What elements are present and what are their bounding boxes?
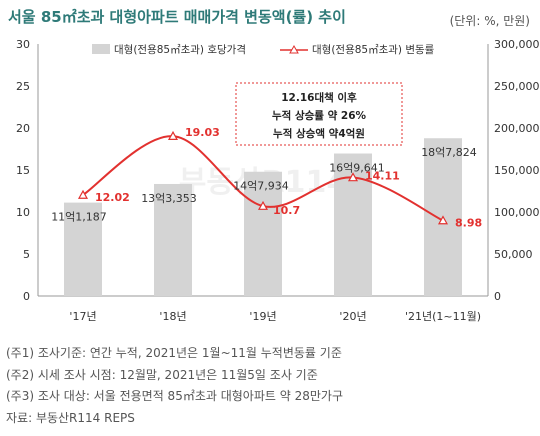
right-axis-tick-label: 150,000 [494,164,540,177]
x-axis-tick-label: '18년 [159,310,186,323]
right-axis-tick-label: 300,000 [494,38,540,51]
line-value-label: 12.02 [95,191,130,204]
right-axis-tick-label: 100,000 [494,206,540,219]
note-1: (주1) 조사기준: 연간 누적, 2021년은 1월~11월 누적변동률 기준 [6,346,342,360]
chart-title: 서울 85㎡초과 대형아파트 매매가격 변동액(률) 추이 [8,8,346,26]
annotation-line: 누적 상승액 약4억원 [273,127,365,140]
note-2: (주2) 시세 조사 시점: 12월말, 2021년은 11월5일 조사 기준 [6,367,318,382]
x-axis-tick-label: '21년(1~11월) [405,310,481,323]
left-axis-tick-label: 5 [23,248,30,261]
left-axis-tick-label: 0 [23,290,30,303]
x-axis-tick-label: '19년 [249,310,276,323]
left-axis-tick-label: 30 [16,38,30,51]
left-axis-tick-label: 25 [16,80,30,93]
line-value-label: 19.03 [185,126,220,139]
line-marker [77,189,89,199]
left-axis-tick-label: 15 [16,164,30,177]
bar [64,202,102,296]
unit-label: (단위: %, 만원) [449,14,530,28]
x-axis-tick-label: '20년 [339,310,366,323]
legend-bar-swatch [92,44,110,54]
line-value-label: 8.98 [455,217,482,230]
legend-line-marker [289,44,299,54]
legend-line-label: 대형(전용85㎡초과) 변동률 [312,44,435,56]
x-axis-tick-label: '17년 [69,310,96,323]
line-marker [437,215,449,225]
left-axis-tick-label: 20 [16,122,30,135]
bar-value-label: 18억7,824 [421,146,477,159]
line-marker [257,200,269,210]
bar [244,171,282,296]
bar-value-label: 11억1,187 [51,211,107,224]
bar-value-label: 13억3,353 [141,192,197,205]
right-axis-tick-label: 0 [494,290,501,303]
legend-bar-label: 대형(전용85㎡초과) 호당가격 [114,43,246,56]
line-value-label: 14.11 [365,169,400,182]
source-note: 자료: 부동산R114 REPS [6,410,135,425]
bar-value-label: 16억9,641 [329,162,385,175]
bar-value-label: 14억7,934 [233,180,289,193]
line-marker [347,172,359,182]
notes-section: (주1) 조사기준: 연간 누적, 2021년은 1월~11월 누적변동률 기준… [6,343,536,429]
chart-area: 부동산R114051015202530050,000100,000150,000… [0,30,540,340]
annotation-box [235,82,403,146]
annotation-line: 12.16대책 이후 [281,91,357,104]
right-axis-tick-label: 200,000 [494,122,540,135]
bar [154,183,192,296]
left-axis-tick-label: 10 [16,206,30,219]
right-axis-tick-label: 250,000 [494,80,540,93]
line-value-label: 10.7 [273,204,300,217]
chart-svg: 부동산R114051015202530050,000100,000150,000… [16,38,540,323]
right-axis-tick-label: 50,000 [494,248,533,261]
note-3: (주3) 조사 대상: 서울 전용면적 85㎡초과 대형아파트 약 28만가구 [6,389,343,403]
annotation-line: 누적 상승률 약 26% [272,109,367,122]
line-marker [167,130,179,140]
